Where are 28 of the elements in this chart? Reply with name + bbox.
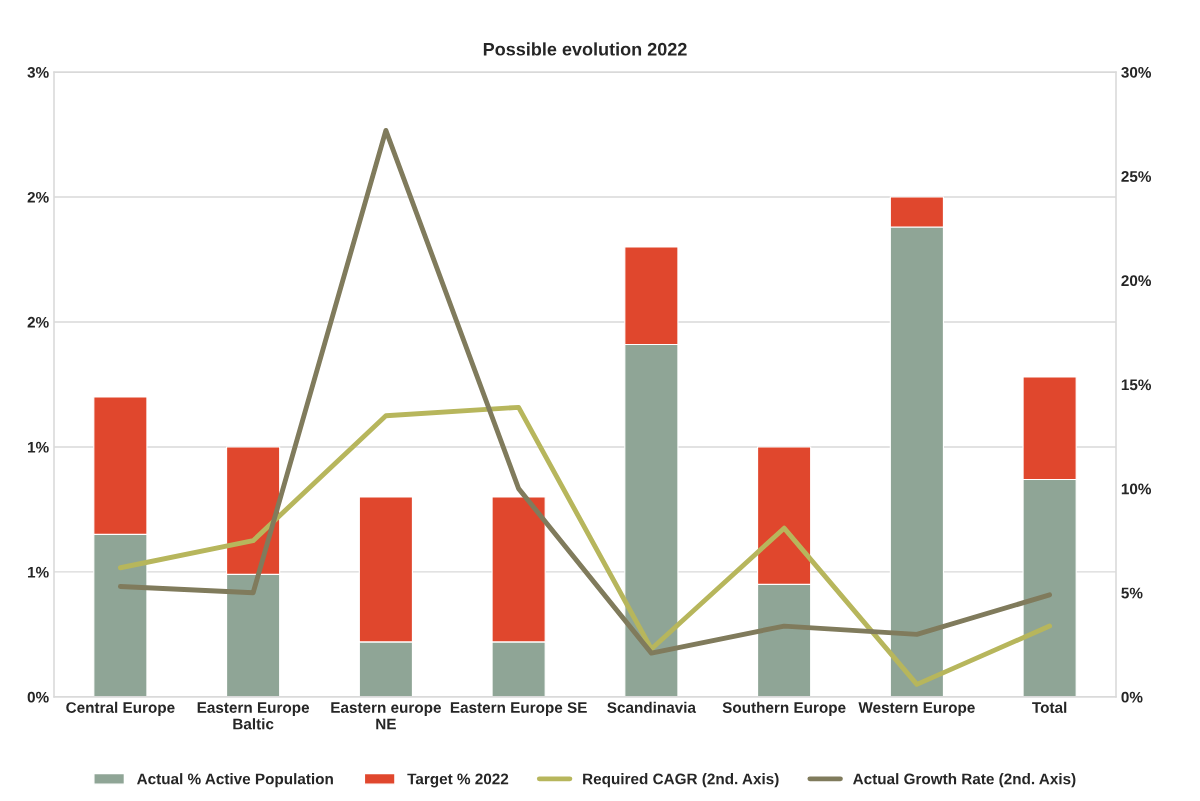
y2-tick-label: 5% bbox=[1121, 587, 1143, 599]
x-tick-label: Western Europe bbox=[858, 702, 975, 716]
y2-tick-label: 20% bbox=[1121, 275, 1152, 287]
legend-label: Actual Growth Rate (2nd. Axis) bbox=[853, 773, 1076, 788]
y-tick-label: 3% bbox=[27, 66, 49, 78]
y2-tick-label: 15% bbox=[1121, 379, 1152, 391]
line-series bbox=[117, 127, 1053, 656]
y-tick-label: 1% bbox=[28, 441, 49, 453]
x-tick-label: Southern Europe bbox=[722, 701, 846, 716]
y-tick-label: 0% bbox=[27, 691, 49, 703]
y-tick-label: 1% bbox=[28, 566, 49, 578]
x-tick-label: Central Europe bbox=[66, 701, 175, 716]
legend-label: Required CAGR (2nd. Axis) bbox=[583, 773, 779, 788]
y2-tick-label: 30% bbox=[1121, 66, 1152, 78]
y2-tick-label: 25% bbox=[1121, 171, 1152, 182]
y-tick-label: 2% bbox=[27, 316, 49, 328]
x-tick-label: Eastern europe NE bbox=[331, 702, 441, 730]
legend-label: Target % 2022 bbox=[407, 773, 509, 788]
x-tick-label: Eastern Europe SE bbox=[450, 702, 587, 716]
x-tick-label: Scandinavia bbox=[607, 701, 697, 713]
x-tick-label: Total bbox=[1032, 701, 1067, 713]
chart-title: Possible evolution 2022 bbox=[483, 42, 687, 56]
y2-tick-label: 0% bbox=[1121, 691, 1143, 703]
legend-label: Actual % Active Population bbox=[137, 773, 333, 788]
line-series bbox=[117, 404, 1053, 687]
y2-tick-label: 10% bbox=[1121, 483, 1152, 495]
x-tick-label: Eastern Europe Baltic bbox=[197, 702, 310, 730]
y-tick-label: 2% bbox=[27, 191, 49, 203]
